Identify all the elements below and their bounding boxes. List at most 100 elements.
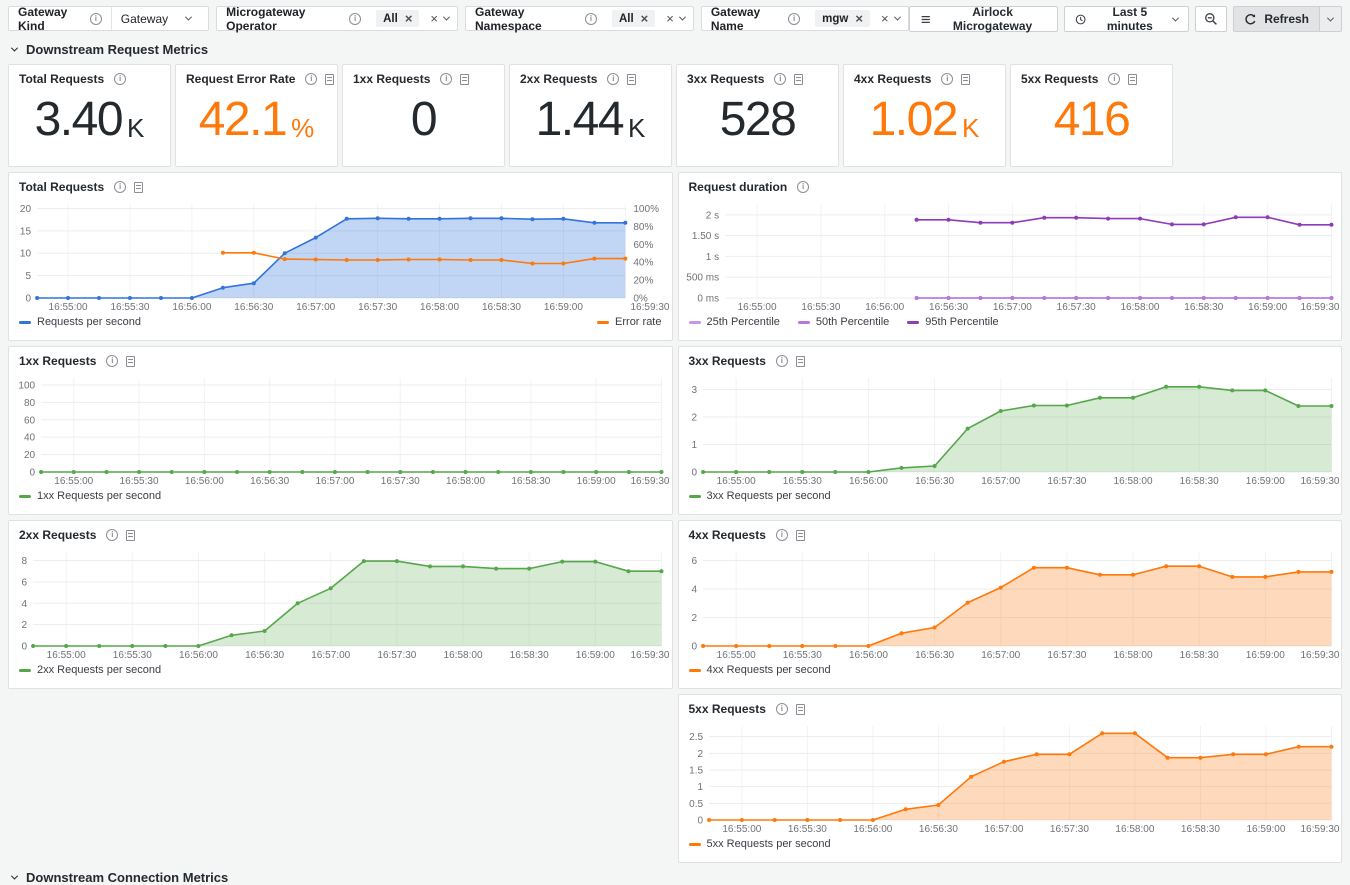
info-icon[interactable]	[114, 73, 127, 85]
time-series-plot[interactable]: 16:55:00 16:55:30 16:56:00 16:56:30 16:57:00…	[679, 370, 1342, 488]
legend-item[interactable]: Requests per second	[19, 316, 141, 328]
stat-value: 1.44 K	[510, 88, 671, 166]
chevron-down-icon[interactable]	[1172, 14, 1180, 22]
section-downstream-request-metrics[interactable]: Downstream Request Metrics	[10, 42, 1342, 57]
chevron-down-icon[interactable]	[185, 13, 193, 21]
refresh-interval-dropdown[interactable]	[1320, 6, 1342, 32]
legend-item[interactable]: 25th Percentile	[688, 316, 780, 328]
info-icon[interactable]	[607, 73, 620, 85]
panel-links-icon[interactable]	[126, 355, 136, 367]
info-icon[interactable]	[775, 355, 788, 367]
time-range-picker[interactable]: Last 5 minutes	[1064, 5, 1190, 33]
panel-links-icon[interactable]	[794, 73, 804, 85]
app-menu-button[interactable]: Airlock Microgateway	[908, 5, 1059, 33]
x-tick-label: 16:58:30	[1180, 824, 1219, 835]
panel-title[interactable]: 1xx Requests	[353, 72, 431, 86]
panel-links-icon[interactable]	[795, 529, 805, 541]
gateway-kind-select[interactable]: Gateway	[112, 12, 208, 26]
refresh-button[interactable]: Refresh	[1233, 6, 1320, 32]
panel-title[interactable]: 3xx Requests	[687, 72, 765, 86]
remove-chip-icon[interactable]: ×	[404, 11, 413, 26]
panel-title[interactable]: Request duration	[688, 180, 788, 194]
legend-series-label: 3xx Requests per second	[706, 490, 831, 502]
time-series-plot[interactable]: 16:55:00 16:55:30 16:56:00 16:56:30 16:57:00…	[679, 544, 1342, 662]
filter-label: Gateway Name	[702, 5, 809, 33]
time-series-plot[interactable]: 16:55:00 16:55:30 16:56:00 16:56:30 16:57:00…	[9, 370, 672, 488]
time-series-plot[interactable]: 16:55:00 16:55:30 16:56:00 16:56:30 16:57:00…	[9, 196, 672, 314]
panel-title[interactable]: 5xx Requests	[688, 702, 766, 716]
info-icon[interactable]	[349, 12, 362, 25]
panel-title[interactable]: 5xx Requests	[1021, 72, 1099, 86]
info-icon[interactable]	[941, 73, 954, 85]
panel-links-icon[interactable]	[126, 529, 136, 541]
info-icon[interactable]	[788, 12, 801, 25]
remove-chip-icon[interactable]: ×	[640, 11, 649, 26]
panel-title[interactable]: 4xx Requests	[854, 72, 932, 86]
panel-links-icon[interactable]	[961, 73, 971, 85]
legend-item[interactable]: 95th Percentile	[907, 316, 999, 328]
time-series-plot[interactable]: 16:55:00 16:55:30 16:56:00 16:56:30 16:57:00…	[679, 196, 1342, 314]
panel-links-icon[interactable]	[325, 73, 335, 85]
panel-title[interactable]: Request Error Rate	[186, 72, 296, 86]
y-tick-label: 3	[691, 385, 697, 396]
panel-title[interactable]: 3xx Requests	[688, 354, 766, 368]
panel-title[interactable]: 2xx Requests	[19, 528, 97, 542]
chevron-down-icon[interactable]	[893, 13, 901, 21]
panel-links-icon[interactable]	[627, 73, 637, 85]
clear-all-icon[interactable]: ×	[666, 11, 674, 26]
chevron-down-icon[interactable]	[678, 13, 686, 21]
y-tick-label: 1	[697, 782, 703, 793]
panel-title[interactable]: 4xx Requests	[688, 528, 766, 542]
chevron-down-icon[interactable]	[442, 13, 451, 21]
panel-title[interactable]: Total Requests	[19, 72, 105, 86]
legend-item[interactable]: 2xx Requests per second	[19, 664, 161, 676]
filter-chip[interactable]: All ×	[611, 10, 656, 27]
info-icon[interactable]	[106, 529, 119, 541]
legend-item[interactable]: 3xx Requests per second	[688, 490, 831, 502]
filter-chip[interactable]: mgw ×	[815, 10, 870, 27]
legend-item[interactable]: 5xx Requests per second	[688, 838, 831, 850]
legend-item[interactable]: 1xx Requests per second	[19, 490, 161, 502]
panel-title[interactable]: 1xx Requests	[19, 354, 97, 368]
info-icon[interactable]	[775, 529, 788, 541]
panel-links-icon[interactable]	[460, 73, 470, 85]
stat-panel: Total Requests 3.40 K	[8, 64, 171, 167]
panel-links-icon[interactable]	[134, 181, 144, 193]
panel-header-icons	[775, 529, 805, 541]
info-icon[interactable]	[1108, 73, 1121, 85]
legend-item[interactable]: 4xx Requests per second	[688, 664, 831, 676]
info-icon[interactable]	[89, 12, 102, 25]
legend-item[interactable]: Error rate	[597, 316, 662, 328]
x-tick-label: 16:57:00	[311, 650, 350, 661]
info-icon[interactable]	[305, 73, 318, 85]
info-icon[interactable]	[775, 703, 788, 715]
clear-all-icon[interactable]: ×	[880, 11, 889, 26]
panel-links-icon[interactable]	[1128, 73, 1138, 85]
filter-chip[interactable]: All ×	[376, 10, 420, 27]
panel-links-icon[interactable]	[795, 355, 805, 367]
refresh-label: Refresh	[1264, 12, 1309, 26]
info-icon[interactable]	[114, 181, 127, 193]
stat-value: 3.40 K	[9, 88, 170, 166]
panel-links-icon[interactable]	[795, 703, 805, 715]
info-icon[interactable]	[106, 355, 119, 367]
info-icon[interactable]	[440, 73, 453, 85]
clear-all-icon[interactable]: ×	[430, 11, 439, 26]
remove-chip-icon[interactable]: ×	[855, 11, 863, 26]
y-tick-label: 1.5	[689, 766, 703, 777]
legend-series-label: Error rate	[615, 316, 662, 328]
panel-title[interactable]: Total Requests	[19, 180, 105, 194]
legend-item[interactable]: 50th Percentile	[797, 316, 889, 328]
panel-title[interactable]: 2xx Requests	[520, 72, 598, 86]
info-icon[interactable]	[584, 12, 597, 25]
section-downstream-connection-metrics[interactable]: Downstream Connection Metrics	[10, 870, 1342, 885]
info-icon[interactable]	[774, 73, 787, 85]
time-series-plot[interactable]: 16:55:00 16:55:30 16:56:00 16:56:30 16:57:00…	[679, 718, 1342, 836]
filter-label: Microgateway Operator	[217, 5, 370, 33]
x-tick-label: 16:57:00	[315, 476, 354, 487]
clock-icon	[1075, 14, 1086, 24]
time-series-plot[interactable]: 16:55:00 16:55:30 16:56:00 16:56:30 16:57:00…	[9, 544, 672, 662]
y-tick-label: 0	[691, 468, 697, 479]
zoom-out-button[interactable]	[1195, 6, 1228, 32]
info-icon[interactable]	[797, 181, 810, 193]
